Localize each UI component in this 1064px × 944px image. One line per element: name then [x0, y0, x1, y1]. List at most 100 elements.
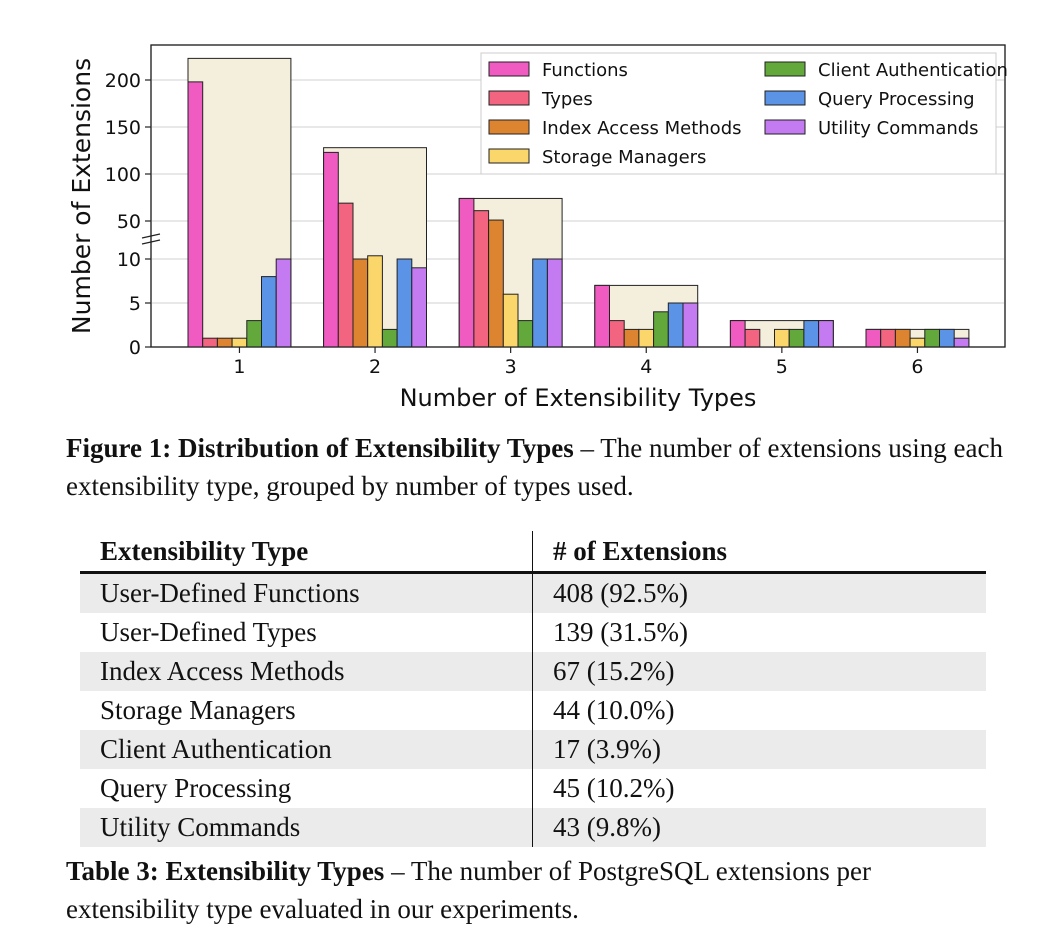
- legend-swatch: [764, 119, 806, 135]
- bar: [894, 328, 911, 348]
- bar: [337, 202, 354, 348]
- bar: [261, 276, 277, 348]
- bar: [517, 320, 534, 348]
- x-tick-label: 5: [776, 356, 788, 378]
- cell-count: 408 (92.5%): [532, 572, 986, 613]
- bar: [367, 255, 383, 348]
- cell-type: Utility Commands: [80, 808, 533, 847]
- bar: [609, 320, 625, 348]
- bar: [667, 302, 684, 348]
- table-row: Utility Commands 43 (9.8%): [80, 808, 986, 847]
- bar: [352, 258, 369, 348]
- bar: [744, 328, 761, 348]
- figure-caption: Figure 1: Distribution of Extensibility …: [66, 429, 1006, 505]
- table-row: Client Authentication 17 (3.9%): [80, 730, 986, 769]
- bar: [411, 267, 427, 348]
- cell-type: Index Access Methods: [80, 652, 533, 691]
- bar: [865, 328, 882, 348]
- y-tick-label: 200: [105, 70, 141, 92]
- y-tick-label: 100: [105, 164, 141, 186]
- bar: [458, 197, 475, 348]
- cell-count: 139 (31.5%): [553, 617, 688, 647]
- legend-swatch: [488, 119, 530, 135]
- table-row: User-Defined Types 139 (31.5%): [80, 613, 986, 652]
- legend-label: Query Processing: [818, 89, 975, 110]
- table-header-row: Extensibility Type # of Extensions: [80, 531, 986, 574]
- bar: [231, 337, 248, 348]
- table-caption-label: Table 3: Extensibility Types: [66, 856, 385, 886]
- bar: [216, 337, 233, 348]
- table-row: Index Access Methods 67 (15.2%): [80, 652, 986, 691]
- bar: [939, 328, 955, 348]
- bar: [396, 258, 413, 348]
- cell-count: 43 (9.8%): [532, 808, 986, 847]
- bar: [909, 337, 926, 348]
- bar: [594, 284, 610, 348]
- bar: [818, 320, 834, 348]
- bar: [953, 337, 970, 348]
- x-tick-label: 2: [369, 356, 381, 378]
- table-row: Storage Managers 44 (10.0%): [80, 691, 986, 730]
- bar: [788, 328, 805, 348]
- bar: [275, 258, 292, 348]
- axis-break-mark: [141, 233, 161, 245]
- cell-count: 44 (10.0%): [553, 695, 675, 725]
- x-tick-label: 4: [640, 356, 652, 378]
- bar: [381, 328, 398, 348]
- bar: [546, 258, 563, 348]
- table-caption-text: – The number of PostgreSQL extensions pe…: [66, 856, 872, 924]
- bar: [473, 210, 490, 348]
- legend-label: Utility Commands: [818, 118, 979, 139]
- bar: [729, 320, 746, 348]
- legend-swatch: [488, 61, 530, 77]
- x-tick-label: 6: [911, 356, 923, 378]
- legend-swatch: [764, 61, 806, 77]
- cell-type: User-Defined Types: [80, 613, 533, 652]
- bar: [653, 311, 669, 348]
- bar: [323, 151, 339, 348]
- x-tick-label: 1: [233, 356, 245, 378]
- legend-label: Client Authentication: [818, 60, 1008, 81]
- y-tick-label: 10: [117, 249, 141, 271]
- bars: [187, 81, 970, 348]
- bar: [187, 81, 204, 348]
- cell-type: Client Authentication: [80, 730, 533, 769]
- column-header-type: Extensibility Type: [80, 531, 533, 574]
- legend-box: [480, 52, 997, 175]
- table-caption: Table 3: Extensibility Types – The numbe…: [66, 852, 1006, 928]
- y-tick-label: 50: [117, 211, 141, 233]
- legend-swatch: [764, 90, 806, 106]
- bar: [803, 320, 820, 348]
- legend-swatch: [488, 148, 530, 164]
- extensibility-chart: 0 5 10 50 100 150 200 1 2 3 4 5 6 Number of Extensi…: [67, 44, 1008, 412]
- cell-type: Query Processing: [80, 769, 533, 808]
- legend-label: Types: [541, 89, 593, 110]
- bar: [682, 302, 699, 348]
- bar: [638, 328, 655, 348]
- x-tick-label: 3: [505, 356, 517, 378]
- cell-count: 45 (10.2%): [553, 773, 675, 803]
- bar: [774, 328, 790, 348]
- bar: [202, 337, 218, 348]
- y-tick-label: 0: [129, 337, 141, 359]
- x-ticks: 1 2 3 4 5 6: [233, 347, 923, 378]
- legend-label: Storage Managers: [542, 147, 706, 168]
- bar: [502, 293, 519, 348]
- x-axis-label: Number of Extensibility Types: [400, 384, 757, 412]
- bar: [880, 328, 896, 348]
- table-row: Query Processing 45 (10.2%): [80, 769, 986, 808]
- bar: [488, 219, 504, 348]
- legend: Functions Types Index Access Methods Storag…: [480, 52, 1008, 175]
- cell-type: Storage Managers: [80, 691, 533, 730]
- column-header-count: # of Extensions: [532, 531, 986, 574]
- bar: [924, 328, 940, 348]
- cell-type: User-Defined Functions: [80, 572, 533, 613]
- table-row: User-Defined Functions 408 (92.5%): [80, 572, 986, 613]
- plot-frame: [150, 44, 1006, 348]
- figure-caption-label: Figure 1: Distribution of Extensibility …: [66, 433, 574, 463]
- cell-count: 67 (15.2%): [532, 652, 986, 691]
- cell-count: 17 (3.9%): [532, 730, 986, 769]
- bar: [623, 328, 640, 348]
- legend-label: Index Access Methods: [542, 118, 742, 139]
- y-tick-label: 150: [105, 117, 141, 139]
